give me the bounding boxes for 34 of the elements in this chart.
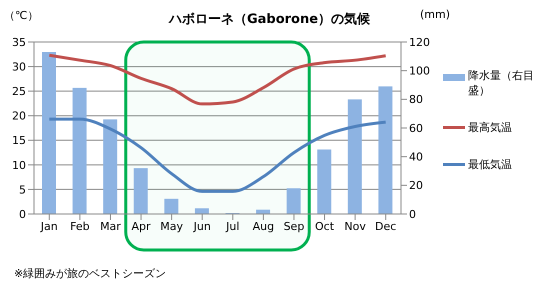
x-tick-label: Jun	[192, 220, 211, 233]
x-tick-label: Nov	[344, 220, 366, 233]
x-tick-label: May	[160, 220, 184, 233]
y2-tick-label: 40	[409, 150, 423, 164]
x-tick-label: Aug	[252, 220, 274, 233]
y2-tick-label: 80	[409, 93, 423, 106]
x-tick-label: Sep	[284, 220, 304, 233]
y-tick-label: 20	[12, 110, 26, 123]
y-tick-label: 15	[12, 134, 26, 148]
x-tick-label: Oct	[315, 220, 335, 233]
x-tick-label: Apr	[132, 220, 152, 233]
y-tick-label: 35	[12, 36, 26, 49]
text: ※緑囲みが旅のベストシーズン	[14, 266, 166, 281]
x-tick-label: Jan	[40, 220, 58, 233]
y2-tick-label: 20	[409, 179, 423, 192]
chart-title: ハボローネ（Gaborone）の気候	[168, 12, 370, 27]
y-tick-label: 10	[12, 158, 26, 172]
y2-tick-label: 60	[409, 122, 423, 135]
legend-label: 降水量（右目盛）	[468, 68, 535, 98]
y2-tick-label: 0	[409, 208, 416, 221]
y2-tick-label: 120	[409, 36, 430, 49]
y2-tick-label: 100	[409, 64, 430, 78]
y-tick-label: 5	[19, 183, 26, 196]
y-axis-title: （℃）	[4, 8, 38, 23]
x-tick-label: Mar	[100, 220, 122, 233]
x-tick-label: Feb	[70, 220, 90, 233]
x-tick-label: Jul	[225, 220, 240, 233]
y2-axis-title: (mm)	[420, 8, 450, 21]
y-tick-label: 30	[12, 60, 26, 74]
y-tick-label: 0	[19, 208, 26, 221]
y-tick-label: 25	[12, 85, 26, 98]
legend-label: 最低気温	[468, 157, 513, 172]
legend-label: 最高気温	[468, 120, 513, 135]
x-tick-label: Dec	[375, 220, 396, 233]
